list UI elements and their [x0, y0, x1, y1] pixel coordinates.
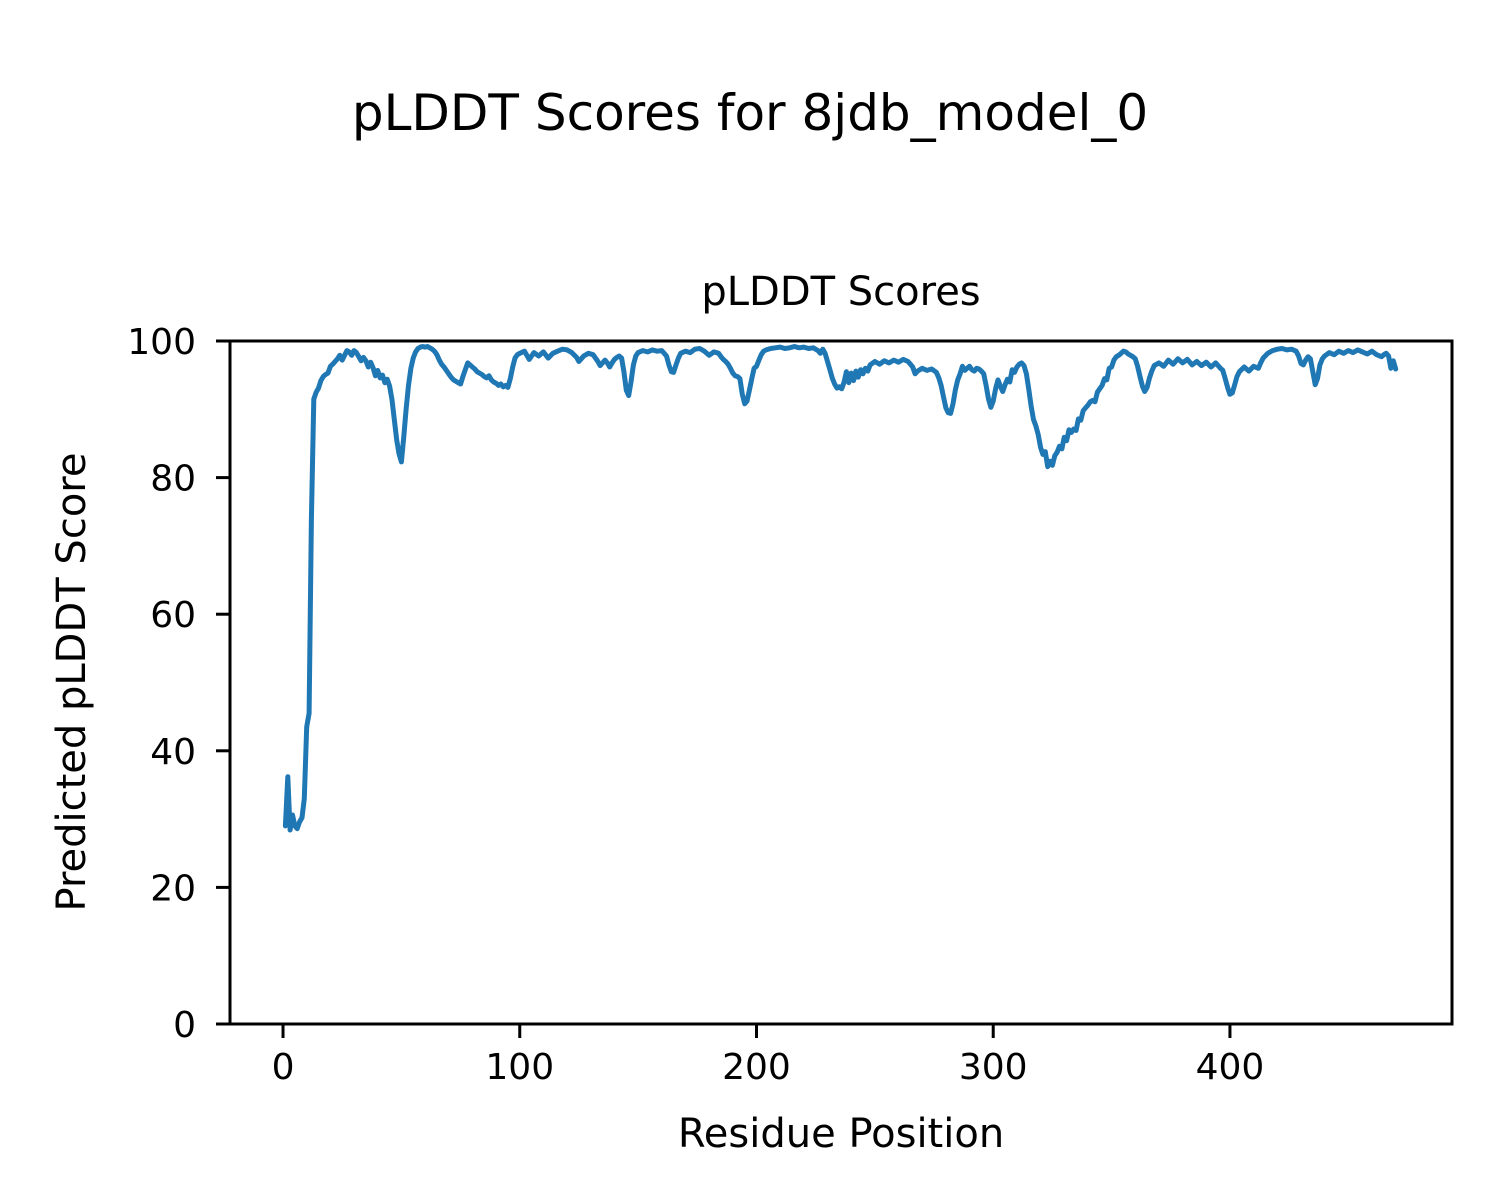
y-tick-label: 80 — [150, 459, 196, 500]
x-axis-label: Residue Position — [677, 1111, 1005, 1157]
figure-suptitle: pLDDT Scores for 8jdb_model_0 — [351, 84, 1149, 142]
plddt-line — [282, 344, 1399, 833]
x-tick-label: 200 — [722, 1047, 791, 1088]
axes-title: pLDDT Scores — [701, 269, 981, 315]
x-tick-label: 400 — [1196, 1047, 1265, 1088]
y-tick-label: 40 — [150, 732, 196, 773]
x-tick-label: 300 — [959, 1047, 1028, 1088]
x-tick-label: 100 — [485, 1047, 554, 1088]
y-tick-label: 60 — [150, 595, 196, 636]
axes-spines — [228, 339, 1454, 1026]
y-tick-label: 0 — [173, 1005, 196, 1046]
y-axis-label: Predicted pLDDT Score — [49, 452, 95, 912]
y-tick-label: 20 — [150, 868, 196, 909]
x-tick-label: 0 — [272, 1047, 295, 1088]
y-tick-label: 100 — [127, 322, 196, 363]
